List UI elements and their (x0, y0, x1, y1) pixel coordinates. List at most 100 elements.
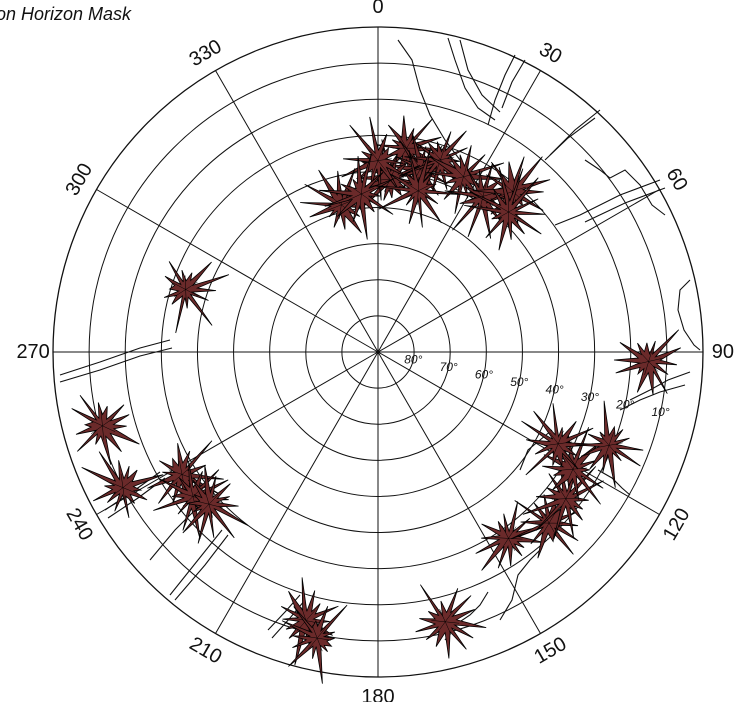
marker-spoke (199, 504, 210, 515)
satellite-marker (319, 153, 395, 240)
azimuth-spoke (215, 351, 379, 634)
marker-spoke (508, 538, 523, 540)
marker-spoke (566, 469, 574, 482)
marker-spoke (102, 417, 115, 427)
marker-spoke (595, 445, 610, 449)
satellite-marker (182, 464, 249, 544)
marker-spoke (648, 361, 659, 372)
marker-spoke (349, 185, 362, 195)
marker-spoke (552, 443, 559, 457)
marker-spoke (417, 176, 420, 191)
marker-spoke (377, 158, 392, 161)
marker-spoke (648, 358, 663, 362)
marker-spoke (572, 467, 587, 470)
marker-spoke (541, 522, 550, 536)
marker-spoke (463, 176, 474, 188)
marker-spoke (431, 148, 441, 160)
azimuth-tick-label: 90 (712, 341, 734, 363)
marker-spoke (439, 608, 446, 622)
marker-spoke (189, 482, 194, 497)
azimuth-spoke (96, 351, 379, 515)
azimuth-spoke (377, 189, 660, 353)
marker-spoke (361, 193, 373, 203)
satellite-marker (374, 148, 461, 228)
marker-spoke (100, 411, 103, 426)
marker-spoke (311, 624, 318, 639)
marker-spoke (90, 425, 103, 435)
elevation-tick-label: 60° (475, 368, 493, 382)
marker-spoke (185, 281, 198, 290)
marker-spoke (185, 289, 187, 304)
marker-spoke (328, 204, 342, 211)
marker-spoke (512, 177, 516, 192)
marker-spoke (417, 190, 419, 205)
marker-spoke (565, 498, 574, 511)
marker-spoke (496, 211, 509, 220)
elevation-tick-label: 30° (581, 390, 599, 404)
marker-spoke (308, 637, 318, 650)
marker-spoke (377, 160, 387, 172)
azimuth-tick-label: 0 (372, 0, 383, 18)
marker-spoke (564, 457, 574, 470)
marker-spoke (317, 637, 332, 641)
satellite-marker (341, 116, 407, 201)
satellite-marker (464, 166, 546, 251)
marker-spoke (634, 361, 649, 365)
axis-labels: 0 30 60 90 120 150 180 210 240 270 300 330 80° 70° 60°… (16, 0, 734, 702)
marker-spoke (364, 160, 379, 163)
marker-spoke (316, 627, 327, 639)
marker-spoke (120, 473, 124, 488)
marker-spoke (399, 135, 407, 149)
marker-spoke (330, 195, 342, 206)
marker-spoke (208, 504, 214, 518)
marker-spoke (508, 211, 521, 220)
marker-spoke (359, 193, 362, 208)
marker-spoke (122, 487, 136, 494)
marker-spoke (184, 275, 186, 290)
marker-spoke (572, 456, 580, 470)
marker-spoke (494, 537, 509, 539)
marker-spoke (348, 193, 362, 200)
marker-spoke (445, 621, 452, 635)
azimuth-tick-label: 60 (662, 164, 692, 194)
azimuth-tick-label: 330 (186, 35, 226, 71)
marker-spoke (182, 496, 194, 507)
marker-spoke (173, 282, 186, 290)
marker-spoke (431, 620, 446, 623)
marker-spoke (549, 432, 559, 444)
azimuth-tick-label: 210 (186, 633, 226, 669)
satellite-marker (163, 261, 230, 334)
marker-spoke (369, 149, 379, 161)
marker-spoke (171, 474, 183, 484)
marker-spoke (301, 607, 307, 621)
marker-spoke (500, 538, 509, 551)
marker-spoke (559, 468, 574, 471)
satellite-marker (281, 604, 348, 684)
marker-spoke (89, 419, 103, 427)
elevation-tick-label: 80° (404, 353, 422, 367)
marker-spoke (544, 443, 559, 446)
satellite-marker (415, 584, 487, 659)
marker-spoke (551, 498, 566, 500)
marker-spoke (496, 204, 509, 213)
marker-spoke (608, 445, 619, 457)
marker-spoke (208, 493, 219, 505)
azimuth-tick-label: 270 (16, 341, 49, 363)
marker-spoke (508, 204, 521, 213)
marker-spoke (181, 474, 196, 480)
marker-spoke (405, 190, 419, 198)
satellite-marker (613, 329, 682, 396)
horizon-mask-lines (59, 37, 701, 641)
azimuth-spoke (377, 351, 660, 515)
elevation-tick-label: 40° (546, 383, 564, 397)
marker-spoke (648, 347, 653, 362)
marker-spoke (599, 434, 610, 446)
chart-title: on Horizon Mask (0, 4, 132, 24)
marker-spoke (559, 498, 567, 512)
elevation-tick-label: 50° (510, 375, 528, 389)
marker-spoke (463, 163, 468, 177)
marker-spoke (179, 492, 194, 497)
marker-spoke (449, 176, 464, 181)
elevation-tick-label: 20° (615, 398, 634, 412)
marker-spoke (604, 445, 610, 459)
